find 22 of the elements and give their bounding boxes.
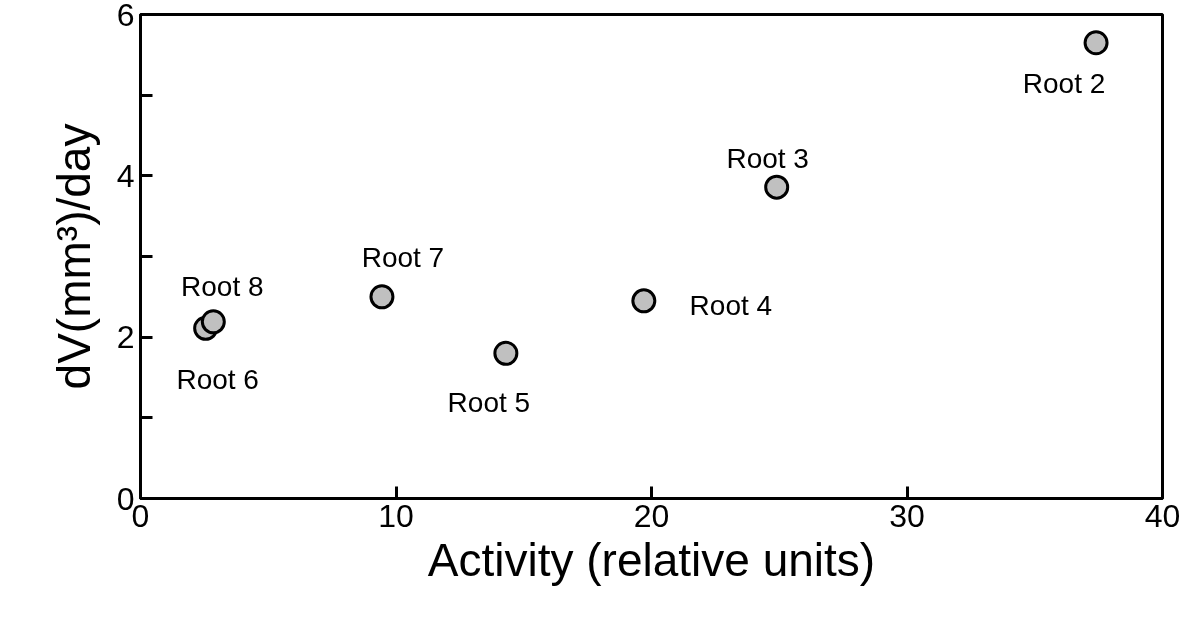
x-tick-label: 10	[378, 497, 414, 534]
y-tick-label: 2	[116, 319, 135, 356]
point	[200, 309, 226, 335]
x-tick-label: 30	[889, 497, 925, 534]
point	[764, 174, 790, 200]
point	[1083, 30, 1109, 56]
annotation: Root 4	[689, 290, 773, 322]
annotation: Root 3	[726, 142, 809, 174]
x-tick-label: 40	[1144, 497, 1181, 534]
annotation: Root 6	[176, 363, 259, 395]
annotation: Root 7	[361, 242, 445, 274]
x-axis-title: Activity (relative units)	[427, 533, 876, 586]
annotation: Root 8	[181, 271, 264, 303]
annotation: Root 2	[1022, 68, 1106, 100]
y-axis-title: dV(mm³)/day	[47, 123, 100, 390]
point	[631, 288, 657, 314]
annotation: Root 5	[447, 386, 531, 418]
point	[369, 284, 395, 310]
y-tick-label: 6	[116, 0, 135, 33]
point	[493, 340, 519, 366]
y-tick-label: 4	[116, 157, 135, 194]
x-tick-label: 20	[633, 497, 670, 534]
